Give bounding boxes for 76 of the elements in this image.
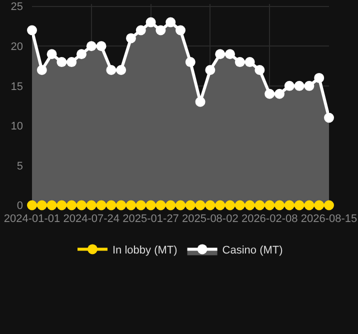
point <box>146 17 156 28</box>
y-tick-label: 15 <box>10 80 23 93</box>
point <box>264 88 275 99</box>
point <box>244 57 255 68</box>
point <box>36 65 47 76</box>
point <box>205 65 216 76</box>
point <box>56 57 67 68</box>
point <box>66 57 77 68</box>
point <box>324 112 334 123</box>
point <box>106 65 116 76</box>
point <box>304 200 314 210</box>
point <box>146 200 156 210</box>
point <box>126 200 136 210</box>
point <box>205 200 216 210</box>
point <box>126 33 136 44</box>
point <box>86 200 96 210</box>
point <box>27 200 37 210</box>
point <box>264 200 275 210</box>
legend-label: In lobby (MT) <box>112 244 178 257</box>
y-tick-label: 10 <box>10 120 23 133</box>
point <box>324 200 334 210</box>
point <box>106 200 116 210</box>
x-tick-label: 2026-08-15 <box>300 213 358 225</box>
legend-label: Casino (MT) <box>222 244 283 257</box>
y-tick-label: 20 <box>10 41 23 53</box>
point <box>46 49 57 60</box>
point <box>96 41 106 52</box>
point <box>225 49 235 60</box>
point <box>36 200 47 210</box>
point <box>46 200 57 210</box>
point <box>27 25 37 36</box>
point <box>234 57 245 68</box>
point <box>274 88 284 99</box>
y-tick-label: 0 <box>16 200 23 212</box>
point <box>116 200 126 210</box>
point <box>215 49 226 60</box>
point <box>156 200 166 210</box>
point <box>195 200 206 210</box>
point <box>225 200 235 210</box>
point <box>185 57 196 68</box>
y-tick-label: 25 <box>10 1 23 14</box>
y-tick-label: 5 <box>16 160 23 172</box>
x-tick-label: 2024-07-24 <box>63 213 120 225</box>
point <box>166 17 176 28</box>
point <box>244 200 255 210</box>
point <box>86 41 96 52</box>
point <box>116 65 126 76</box>
point <box>185 200 196 210</box>
x-tick-label: 2024-01-01 <box>4 213 60 225</box>
point <box>136 200 146 210</box>
point <box>76 49 86 60</box>
point <box>284 80 294 91</box>
point <box>136 25 146 36</box>
x-tick-label: 2025-01-27 <box>122 213 179 225</box>
point <box>176 200 186 210</box>
point <box>166 200 176 210</box>
point <box>96 200 106 210</box>
point <box>314 72 324 83</box>
point <box>254 200 265 210</box>
point <box>76 200 86 210</box>
point <box>304 80 314 91</box>
point <box>66 200 77 210</box>
point <box>284 200 294 210</box>
point <box>156 25 166 36</box>
point <box>254 65 265 76</box>
point <box>314 200 324 210</box>
x-tick-label: 2025-08-02 <box>182 213 238 225</box>
point <box>234 200 245 210</box>
point <box>215 200 226 210</box>
x-tick-label: 2026-02-08 <box>241 213 298 225</box>
point <box>294 80 304 91</box>
point <box>195 96 206 107</box>
point <box>294 200 304 210</box>
point <box>274 200 284 210</box>
point <box>176 25 186 36</box>
point <box>56 200 67 210</box>
